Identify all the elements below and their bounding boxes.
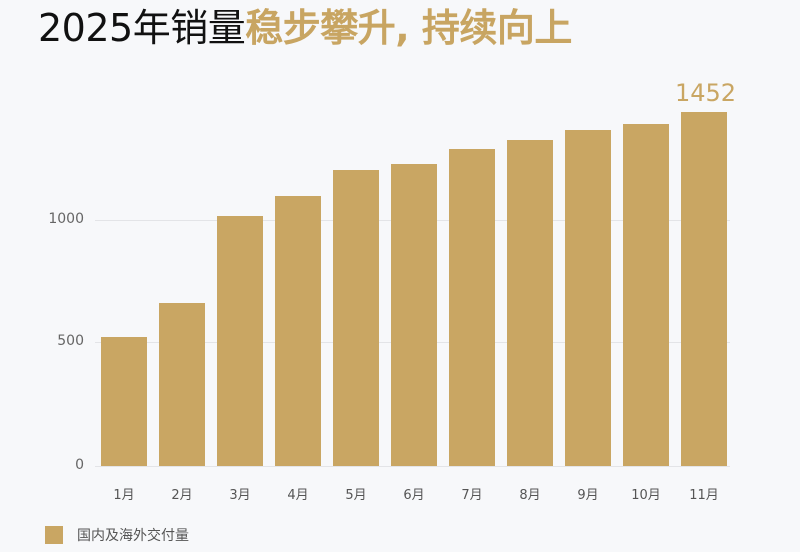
x-tick-label: 11月 <box>689 488 719 503</box>
bar-4 <box>275 196 321 466</box>
title-plain: 2025年销量 <box>38 6 246 50</box>
bar-11 <box>681 112 727 466</box>
bar-3 <box>217 216 263 466</box>
y-tick-500: 500 <box>57 333 84 349</box>
legend-label: 国内及海外交付量 <box>77 528 189 544</box>
x-axis-baseline <box>95 466 730 467</box>
x-tick-label: 2月 <box>171 488 193 503</box>
x-tick-label: 4月 <box>287 488 309 503</box>
x-tick-label: 3月 <box>229 488 251 503</box>
bar-9 <box>565 130 611 466</box>
legend: 国内及海外交付量 <box>45 525 189 545</box>
x-tick-label: 1月 <box>113 488 135 503</box>
x-tick-label: 10月 <box>631 488 661 503</box>
bar-7 <box>449 149 495 466</box>
chart-title: 2025年销量稳步攀升, 持续向上 <box>38 4 572 52</box>
bar-6 <box>391 164 437 466</box>
title-highlight: 稳步攀升, 持续向上 <box>245 6 572 50</box>
bar-1 <box>101 337 147 466</box>
bar-8 <box>507 140 553 466</box>
bar-10 <box>623 124 669 466</box>
y-tick-1000: 1000 <box>48 211 84 227</box>
y-tick-0: 0 <box>75 457 84 473</box>
x-tick-label: 9月 <box>577 488 599 503</box>
x-tick-label: 5月 <box>345 488 367 503</box>
bar-2 <box>159 303 205 466</box>
legend-swatch <box>45 526 63 544</box>
x-tick-label: 6月 <box>403 488 425 503</box>
x-tick-label: 7月 <box>461 488 483 503</box>
x-tick-label: 8月 <box>519 488 541 503</box>
bar-5 <box>333 170 379 466</box>
max-value-label: 1452 <box>675 79 737 107</box>
